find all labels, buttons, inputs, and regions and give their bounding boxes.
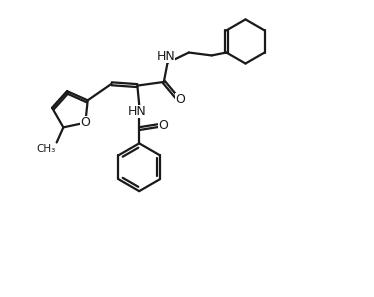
Text: O: O <box>175 93 186 106</box>
Text: CH₃: CH₃ <box>37 144 56 154</box>
Text: O: O <box>158 119 168 132</box>
Text: O: O <box>80 116 90 129</box>
Text: HN: HN <box>128 105 147 118</box>
Text: HN: HN <box>156 50 175 63</box>
